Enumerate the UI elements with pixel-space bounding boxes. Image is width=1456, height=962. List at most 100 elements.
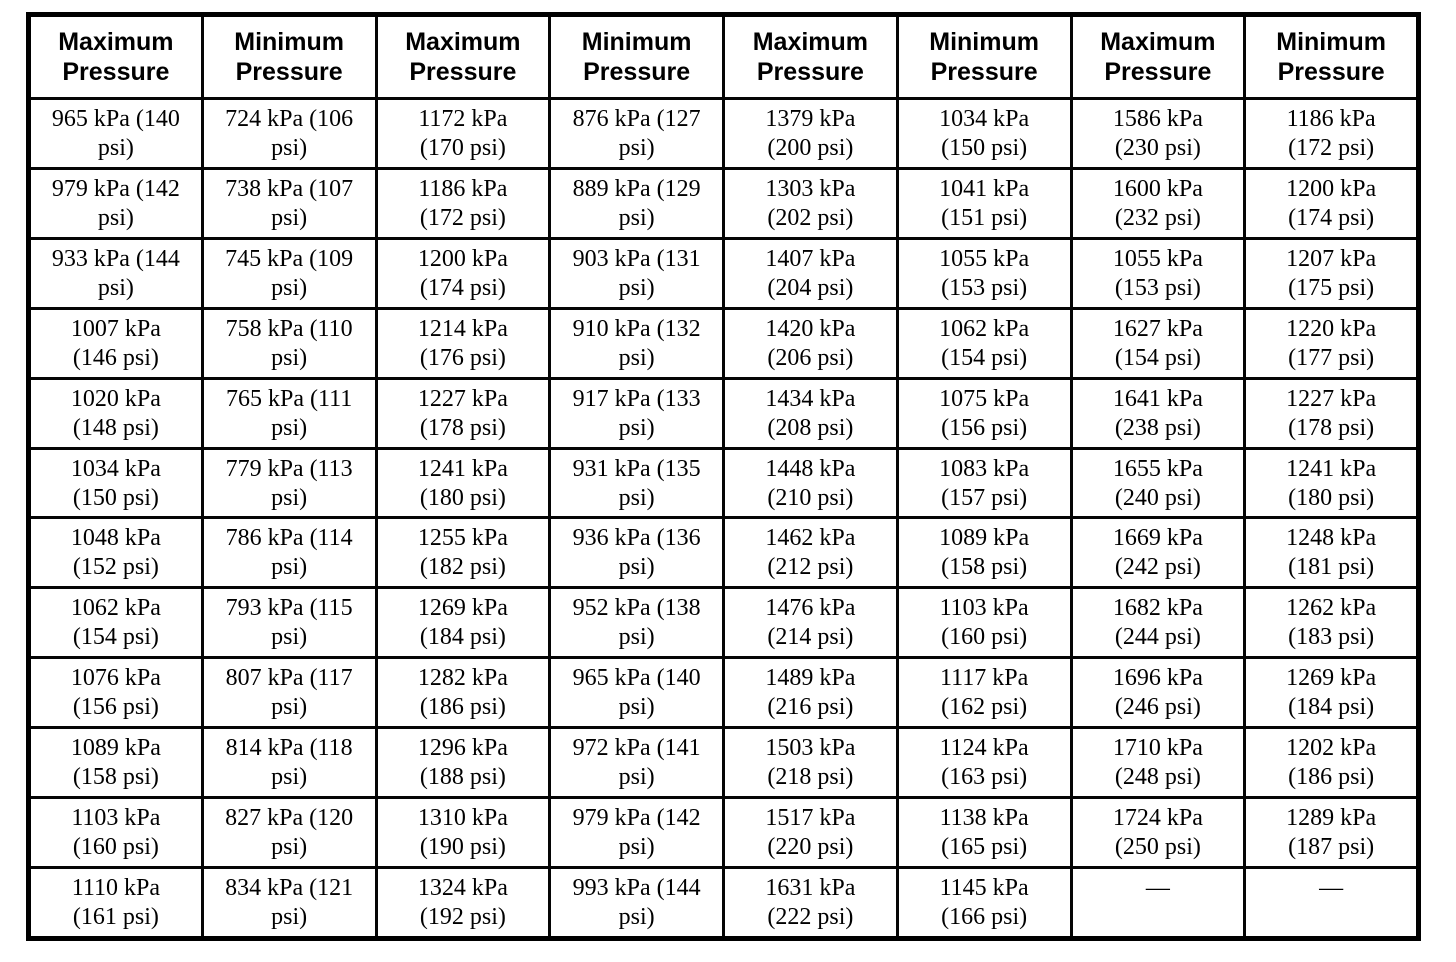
table-cell: 910 kPa (132 psi) bbox=[548, 306, 725, 380]
column-header-maximum-pressure-3: Maximum Pressure bbox=[722, 13, 899, 100]
table-cell: 1207 kPa (175 psi) bbox=[1243, 236, 1420, 310]
table-cell: 1655 kPa (240 psi) bbox=[1069, 446, 1247, 520]
table-row: 1020 kPa (148 psi) 765 kPa (111 psi) 1227 … bbox=[27, 376, 1420, 450]
table-cell: 1310 kPa (190 psi) bbox=[374, 796, 552, 869]
table-cell: 779 kPa (113 psi) bbox=[200, 446, 378, 520]
table-cell: 1227 kPa (178 psi) bbox=[1243, 376, 1420, 450]
table-cell: 1462 kPa (212 psi) bbox=[722, 516, 899, 590]
table-cell: 979 kPa (142 psi) bbox=[27, 166, 204, 240]
table-cell: 1110 kPa (161 psi) bbox=[27, 865, 204, 941]
table-cell: 1282 kPa (186 psi) bbox=[374, 656, 552, 730]
table-cell: 765 kPa (111 psi) bbox=[200, 376, 378, 450]
table-cell: 889 kPa (129 psi) bbox=[548, 166, 725, 240]
table-cell: 1007 kPa (146 psi) bbox=[27, 306, 204, 380]
table-cell: 1682 kPa (244 psi) bbox=[1069, 586, 1247, 660]
table-cell: 807 kPa (117 psi) bbox=[200, 656, 378, 730]
table-cell: 1627 kPa (154 psi) bbox=[1069, 306, 1247, 380]
table-cell: 1055 kPa (153 psi) bbox=[1069, 236, 1247, 310]
table-row: 1089 kPa (158 psi) 814 kPa (118 psi) 1296 … bbox=[27, 726, 1420, 800]
table-cell: 1076 kPa (156 psi) bbox=[27, 656, 204, 730]
table-cell: 1379 kPa (200 psi) bbox=[722, 97, 899, 170]
table-cell: 936 kPa (136 psi) bbox=[548, 516, 725, 590]
table-cell: 1296 kPa (188 psi) bbox=[374, 726, 552, 800]
table-cell: 1103 kPa (160 psi) bbox=[895, 586, 1073, 660]
table-cell: 1214 kPa (176 psi) bbox=[374, 306, 552, 380]
table-cell: 1220 kPa (177 psi) bbox=[1243, 306, 1420, 380]
table-cell: 1489 kPa (216 psi) bbox=[722, 656, 899, 730]
table-cell: 1303 kPa (202 psi) bbox=[722, 166, 899, 240]
table-row: 1034 kPa (150 psi) 779 kPa (113 psi) 1241 … bbox=[27, 446, 1420, 520]
table-cell: 1696 kPa (246 psi) bbox=[1069, 656, 1247, 730]
table-cell: 876 kPa (127 psi) bbox=[548, 97, 725, 170]
table-cell: 979 kPa (142 psi) bbox=[548, 796, 725, 869]
table-cell: 1103 kPa (160 psi) bbox=[27, 796, 204, 869]
table-cell: 1503 kPa (218 psi) bbox=[722, 726, 899, 800]
table-row: 1103 kPa (160 psi) 827 kPa (120 psi) 1310 … bbox=[27, 796, 1420, 869]
table-cell: 1062 kPa (154 psi) bbox=[895, 306, 1073, 380]
table-cell: 1089 kPa (158 psi) bbox=[895, 516, 1073, 590]
table-cell: 1055 kPa (153 psi) bbox=[895, 236, 1073, 310]
table-cell: 1420 kPa (206 psi) bbox=[722, 306, 899, 380]
table-cell: 1020 kPa (148 psi) bbox=[27, 376, 204, 450]
table-cell: 1172 kPa (170 psi) bbox=[374, 97, 552, 170]
column-header-minimum-pressure-4: Minimum Pressure bbox=[1243, 13, 1420, 100]
table-cell: 1089 kPa (158 psi) bbox=[27, 726, 204, 800]
table-cell: 1269 kPa (184 psi) bbox=[1243, 656, 1420, 730]
table-row: 965 kPa (140 psi) 724 kPa (106 psi) 1172 k… bbox=[27, 97, 1420, 170]
table-cell: 1062 kPa (154 psi) bbox=[27, 586, 204, 660]
table-cell: 1145 kPa (166 psi) bbox=[895, 865, 1073, 941]
pressure-table: Maximum Pressure Minimum Pressure Maximu… bbox=[26, 12, 1421, 941]
table-cell: 1434 kPa (208 psi) bbox=[722, 376, 899, 450]
table-row: 979 kPa (142 psi) 738 kPa (107 psi) 1186 k… bbox=[27, 166, 1420, 240]
table-cell: 1200 kPa (174 psi) bbox=[374, 236, 552, 310]
table-cell: 1227 kPa (178 psi) bbox=[374, 376, 552, 450]
table-cell: 834 kPa (121 psi) bbox=[200, 865, 378, 941]
column-header-maximum-pressure-1: Maximum Pressure bbox=[27, 13, 204, 100]
table-cell: 1710 kPa (248 psi) bbox=[1069, 726, 1247, 800]
table-cell: 793 kPa (115 psi) bbox=[200, 586, 378, 660]
table-cell: 965 kPa (140 psi) bbox=[548, 656, 725, 730]
table-cell: 827 kPa (120 psi) bbox=[200, 796, 378, 869]
table-cell: 1241 kPa (180 psi) bbox=[1243, 446, 1420, 520]
table-cell: 1083 kPa (157 psi) bbox=[895, 446, 1073, 520]
column-header-maximum-pressure-2: Maximum Pressure bbox=[374, 13, 552, 100]
table-cell: 738 kPa (107 psi) bbox=[200, 166, 378, 240]
table-cell: 1186 kPa (172 psi) bbox=[374, 166, 552, 240]
table-cell: 1117 kPa (162 psi) bbox=[895, 656, 1073, 730]
table-cell: 1241 kPa (180 psi) bbox=[374, 446, 552, 520]
table-cell: 1202 kPa (186 psi) bbox=[1243, 726, 1420, 800]
table-cell: 758 kPa (110 psi) bbox=[200, 306, 378, 380]
table-cell: 972 kPa (141 psi) bbox=[548, 726, 725, 800]
table-cell: 1186 kPa (172 psi) bbox=[1243, 97, 1420, 170]
table-cell: 1724 kPa (250 psi) bbox=[1069, 796, 1247, 869]
column-header-minimum-pressure-2: Minimum Pressure bbox=[548, 13, 725, 100]
table-row: 1007 kPa (146 psi) 758 kPa (110 psi) 1214 … bbox=[27, 306, 1420, 380]
table-row: 1076 kPa (156 psi) 807 kPa (117 psi) 1282 … bbox=[27, 656, 1420, 730]
table-cell: 1641 kPa (238 psi) bbox=[1069, 376, 1247, 450]
table-cell: 1324 kPa (192 psi) bbox=[374, 865, 552, 941]
table-cell: 1124 kPa (163 psi) bbox=[895, 726, 1073, 800]
table-cell: 786 kPa (114 psi) bbox=[200, 516, 378, 590]
table-row: 1062 kPa (154 psi) 793 kPa (115 psi) 1269 … bbox=[27, 586, 1420, 660]
table-cell: 745 kPa (109 psi) bbox=[200, 236, 378, 310]
table-cell: 1200 kPa (174 psi) bbox=[1243, 166, 1420, 240]
table-cell: 1517 kPa (220 psi) bbox=[722, 796, 899, 869]
table-row: 1110 kPa (161 psi) 834 kPa (121 psi) 1324 … bbox=[27, 865, 1420, 941]
table-cell: 933 kPa (144 psi) bbox=[27, 236, 204, 310]
pressure-table-header: Maximum Pressure Minimum Pressure Maximu… bbox=[27, 13, 1420, 100]
table-cell: 1041 kPa (151 psi) bbox=[895, 166, 1073, 240]
column-header-minimum-pressure-1: Minimum Pressure bbox=[200, 13, 378, 100]
table-cell: 1600 kPa (232 psi) bbox=[1069, 166, 1247, 240]
table-cell: 1034 kPa (150 psi) bbox=[27, 446, 204, 520]
table-cell: 1289 kPa (187 psi) bbox=[1243, 796, 1420, 869]
table-cell: 993 kPa (144 psi) bbox=[548, 865, 725, 941]
table-cell: 1255 kPa (182 psi) bbox=[374, 516, 552, 590]
table-cell: 1586 kPa (230 psi) bbox=[1069, 97, 1247, 170]
table-cell: 965 kPa (140 psi) bbox=[27, 97, 204, 170]
table-cell: 1248 kPa (181 psi) bbox=[1243, 516, 1420, 590]
table-row: 933 kPa (144 psi) 745 kPa (109 psi) 1200 k… bbox=[27, 236, 1420, 310]
table-cell: 1269 kPa (184 psi) bbox=[374, 586, 552, 660]
table-cell: 1669 kPa (242 psi) bbox=[1069, 516, 1247, 590]
table-cell: 952 kPa (138 psi) bbox=[548, 586, 725, 660]
